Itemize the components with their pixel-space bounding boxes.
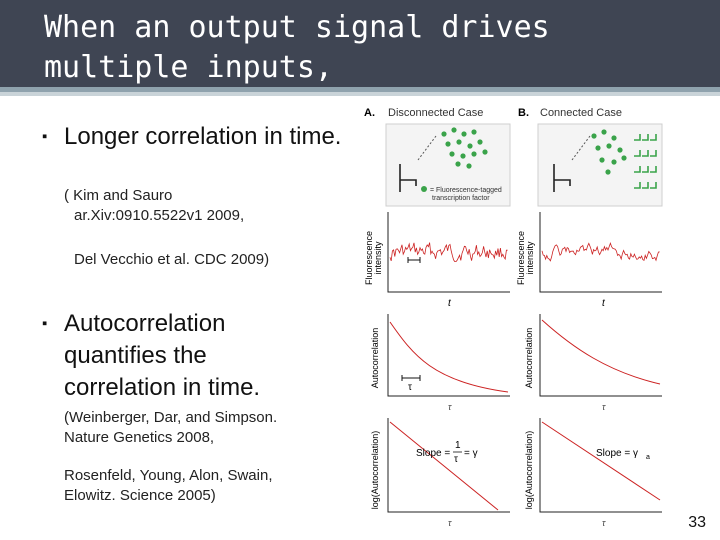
slide-title: When an output signal drives multiple in… — [44, 10, 550, 85]
bullet-icon: ▪ — [42, 315, 48, 332]
legend-line-1: = Fluorescence-tagged — [430, 187, 502, 194]
gene-icon-b — [553, 164, 571, 192]
ylabel-autocorrelation-a: Autocorrelation — [370, 328, 380, 389]
page-number: 33 — [688, 514, 706, 531]
xlabel-t-b: t — [602, 298, 606, 309]
axes-fluorescence-b — [539, 212, 662, 293]
schematic-disconnected — [385, 123, 511, 207]
panel-a-title: Disconnected Case — [388, 107, 483, 119]
reference-weinberger-1: (Weinberger, Dar, and Simpson. — [64, 409, 278, 426]
slope-a-denominator: τ — [454, 454, 458, 465]
ylabel-log-autocorrelation-a: log(Autocorrelation) — [370, 431, 380, 510]
bullet-icon: ▪ — [42, 128, 48, 145]
log-line-a — [389, 421, 499, 511]
schematic-connected — [537, 123, 663, 207]
ylabel-intensity-b: intensity — [525, 241, 535, 275]
bullet-text: Autocorrelation quantifies the correlati… — [64, 310, 261, 401]
panel-b-title: Connected Case — [540, 107, 622, 119]
xlabel-tau-d: τ — [602, 518, 606, 528]
ylabel-autocorrelation-b: Autocorrelation — [524, 328, 534, 389]
autocorrelation-curve-b — [541, 319, 661, 385]
ylabel-fluorescence-b: Fluorescence — [516, 231, 526, 285]
bullet-correlation: ▪ Longer correlation in time. — [42, 121, 354, 153]
xlabel-t-a: t — [448, 298, 452, 309]
axes-log-a — [387, 418, 510, 513]
axes-log-b — [539, 418, 662, 513]
axes-autocorrelation-a — [387, 314, 510, 397]
slope-a-label: Slope = — [416, 448, 450, 459]
signal-trace-disconnected — [389, 242, 508, 263]
axes-fluorescence-a — [387, 212, 510, 293]
correlation-time-marker — [407, 257, 421, 263]
title-divider-light — [0, 92, 720, 96]
tf-dots-a — [441, 127, 488, 169]
legend-dot-icon — [421, 186, 427, 192]
slope-a-equals: = γ — [464, 448, 478, 459]
slope-a-numerator: 1 — [455, 440, 461, 451]
gene-icon-a — [399, 164, 417, 192]
ylabel-fluorescence-a: Fluorescence — [364, 231, 374, 285]
slope-b-label: Slope = γ — [596, 448, 638, 459]
tf-dots-b — [591, 129, 627, 175]
binding-sites — [634, 134, 657, 189]
xlabel-tau-c: τ — [448, 518, 452, 528]
legend-line-2: transcription factor — [432, 195, 490, 202]
tau-marker — [401, 375, 421, 381]
reference-rosenfeld-2: Elowitz. Science 2005) — [64, 487, 216, 504]
axes-autocorrelation-b — [539, 314, 662, 397]
tau-marker-label: τ — [408, 382, 412, 393]
xlabel-tau-a: τ — [448, 402, 452, 412]
ylabel-intensity-a: intensity — [373, 241, 383, 275]
reference-kim-2: ar.Xiv:0910.5522v1 2009, — [74, 207, 245, 224]
log-line-b — [541, 421, 661, 501]
reference-rosenfeld-1: Rosenfeld, Young, Alon, Swain, — [64, 467, 273, 484]
bullet-text: Longer correlation in time. — [64, 123, 342, 150]
signal-trace-connected — [541, 241, 660, 262]
panel-b-letter: B. — [518, 107, 529, 119]
figure-panels: A. Disconnected Case B. Connected Case =… — [364, 107, 663, 528]
arrow-a — [417, 135, 437, 161]
title-bar: When an output signal drives multiple in… — [0, 0, 720, 96]
title-divider — [0, 87, 720, 92]
arrow-b — [571, 135, 591, 161]
bullet-autocorrelation: ▪ Autocorrelation quantifies the correla… — [42, 308, 314, 404]
autocorrelation-curve-a — [389, 321, 509, 393]
ylabel-log-autocorrelation-b: log(Autocorrelation) — [524, 431, 534, 510]
reference-delvecchio: Del Vecchio et al. CDC 2009) — [74, 251, 270, 268]
xlabel-tau-b: τ — [602, 402, 606, 412]
slope-b-subscript: a — [646, 454, 650, 461]
panel-a-letter: A. — [364, 107, 375, 119]
reference-kim-1: ( Kim and Sauro — [64, 187, 173, 204]
reference-weinberger-2: Nature Genetics 2008, — [64, 429, 215, 446]
